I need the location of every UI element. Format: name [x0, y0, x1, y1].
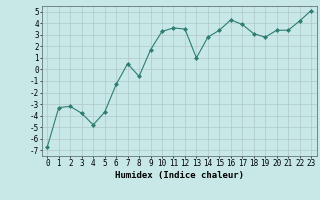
X-axis label: Humidex (Indice chaleur): Humidex (Indice chaleur) [115, 171, 244, 180]
